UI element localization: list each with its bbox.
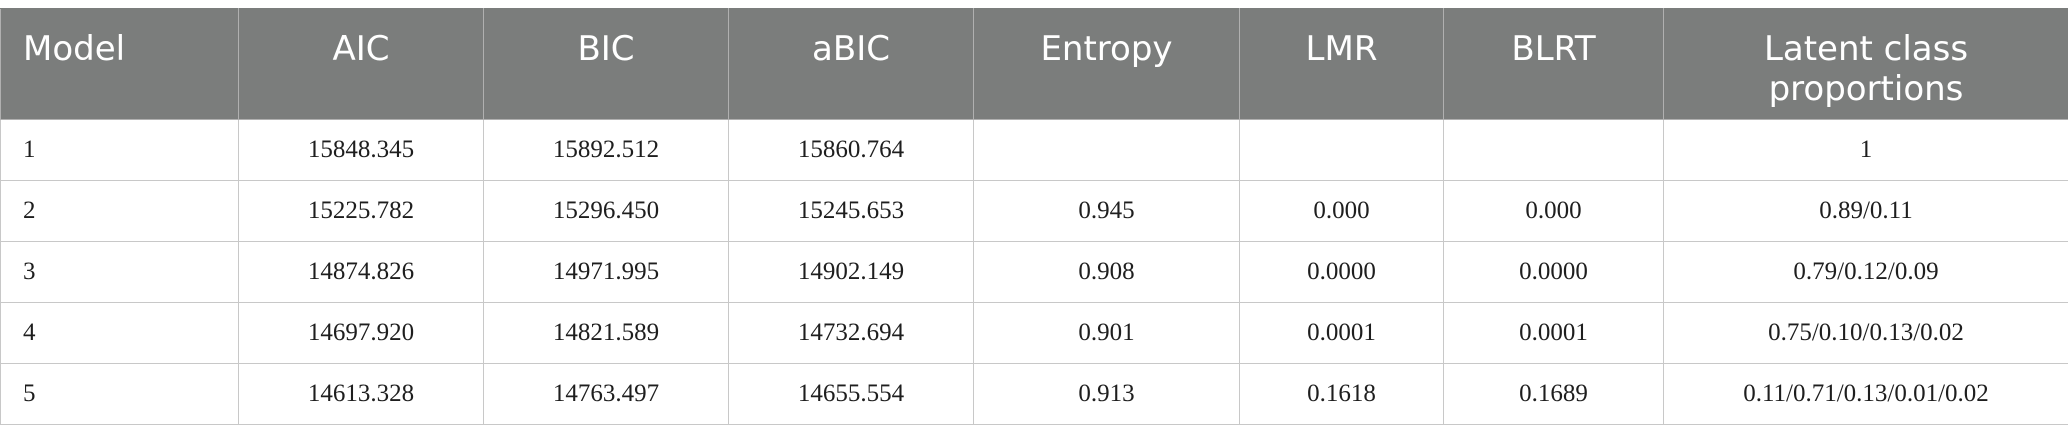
cell-latent-class-proportions: 0.79/0.12/0.09	[1664, 242, 2068, 303]
header-latent-class-proportions: Latent class proportions	[1664, 9, 2068, 120]
cell-blrt: 0.000	[1444, 181, 1664, 242]
table-row: 4 14697.920 14821.589 14732.694 0.901 0.…	[1, 303, 2068, 364]
cell-bic: 15892.512	[484, 120, 729, 181]
cell-latent-class-proportions: 0.89/0.11	[1664, 181, 2068, 242]
cell-aic: 14874.826	[239, 242, 484, 303]
table-row: 1 15848.345 15892.512 15860.764 1	[1, 120, 2068, 181]
cell-aic: 14613.328	[239, 364, 484, 425]
cell-latent-class-proportions: 0.11/0.71/0.13/0.01/0.02	[1664, 364, 2068, 425]
cell-model: 2	[1, 181, 239, 242]
model-fit-table: Model AIC BIC aBIC Entropy LMR BLRT Late…	[0, 8, 2068, 425]
header-abic: aBIC	[729, 9, 974, 120]
cell-bic: 14971.995	[484, 242, 729, 303]
cell-model: 5	[1, 364, 239, 425]
cell-entropy	[974, 120, 1240, 181]
header-row: Model AIC BIC aBIC Entropy LMR BLRT Late…	[1, 9, 2068, 120]
cell-model: 3	[1, 242, 239, 303]
cell-abic: 14655.554	[729, 364, 974, 425]
cell-blrt: 0.0001	[1444, 303, 1664, 364]
cell-bic: 15296.450	[484, 181, 729, 242]
cell-abic: 14732.694	[729, 303, 974, 364]
cell-latent-class-proportions: 1	[1664, 120, 2068, 181]
cell-bic: 14763.497	[484, 364, 729, 425]
cell-model: 1	[1, 120, 239, 181]
cell-abic: 15245.653	[729, 181, 974, 242]
cell-aic: 14697.920	[239, 303, 484, 364]
header-model: Model	[1, 9, 239, 120]
cell-lmr: 0.0001	[1240, 303, 1444, 364]
cell-entropy: 0.945	[974, 181, 1240, 242]
cell-abic: 15860.764	[729, 120, 974, 181]
cell-lmr: 0.0000	[1240, 242, 1444, 303]
cell-aic: 15225.782	[239, 181, 484, 242]
cell-abic: 14902.149	[729, 242, 974, 303]
table-row: 2 15225.782 15296.450 15245.653 0.945 0.…	[1, 181, 2068, 242]
table-body: 1 15848.345 15892.512 15860.764 1 2 1522…	[1, 120, 2068, 425]
cell-entropy: 0.913	[974, 364, 1240, 425]
cell-entropy: 0.901	[974, 303, 1240, 364]
cell-lmr: 0.000	[1240, 181, 1444, 242]
cell-lmr	[1240, 120, 1444, 181]
header-entropy: Entropy	[974, 9, 1240, 120]
cell-aic: 15848.345	[239, 120, 484, 181]
cell-blrt: 0.0000	[1444, 242, 1664, 303]
model-fit-table-container: Model AIC BIC aBIC Entropy LMR BLRT Late…	[0, 8, 2068, 425]
cell-lmr: 0.1618	[1240, 364, 1444, 425]
cell-latent-class-proportions: 0.75/0.10/0.13/0.02	[1664, 303, 2068, 364]
cell-blrt: 0.1689	[1444, 364, 1664, 425]
cell-bic: 14821.589	[484, 303, 729, 364]
table-row: 5 14613.328 14763.497 14655.554 0.913 0.…	[1, 364, 2068, 425]
table-row: 3 14874.826 14971.995 14902.149 0.908 0.…	[1, 242, 2068, 303]
header-blrt: BLRT	[1444, 9, 1664, 120]
header-lmr: LMR	[1240, 9, 1444, 120]
cell-entropy: 0.908	[974, 242, 1240, 303]
header-aic: AIC	[239, 9, 484, 120]
cell-blrt	[1444, 120, 1664, 181]
cell-model: 4	[1, 303, 239, 364]
table-header: Model AIC BIC aBIC Entropy LMR BLRT Late…	[1, 9, 2068, 120]
header-bic: BIC	[484, 9, 729, 120]
